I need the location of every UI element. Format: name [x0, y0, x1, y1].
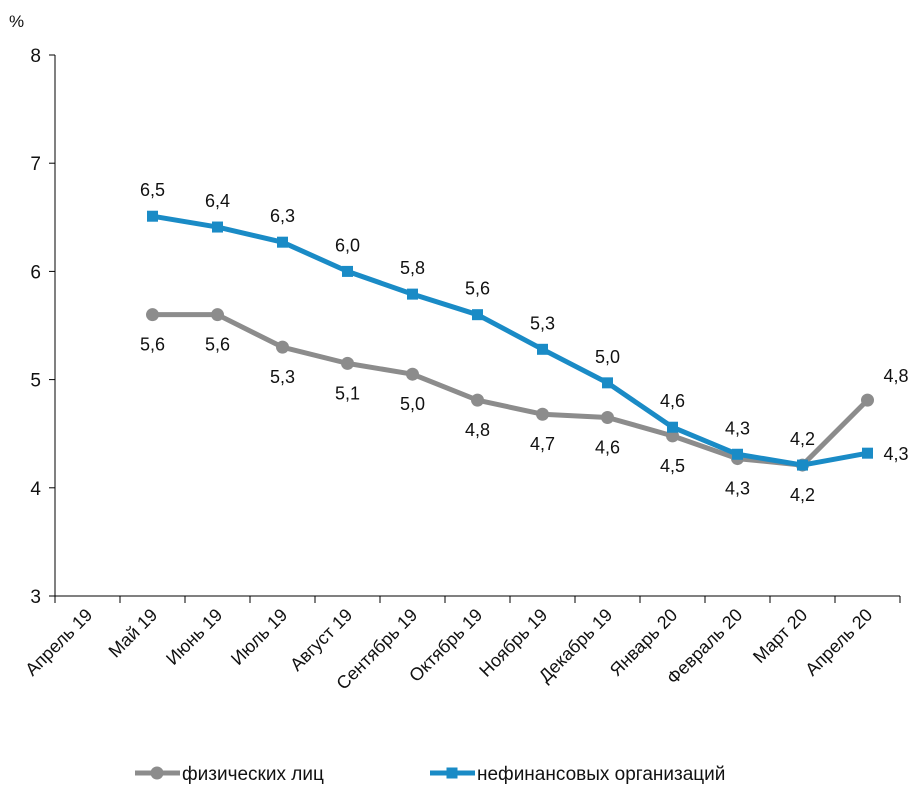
legend-marker	[446, 767, 458, 779]
data-label: 5,6	[205, 335, 230, 355]
data-label: 5,6	[465, 279, 490, 299]
x-tick-label: Апрель 19	[21, 605, 96, 680]
legend-label: физических лиц	[182, 764, 324, 785]
data-point	[537, 343, 548, 355]
legend-item-2: нефинансовых организаций	[430, 764, 725, 785]
data-point	[536, 407, 549, 421]
x-tick-label: Март 20	[749, 605, 811, 667]
data-label: 6,5	[140, 180, 165, 200]
data-point	[277, 236, 288, 248]
data-point	[667, 421, 678, 433]
y-tick-label: 5	[30, 371, 41, 392]
data-label: 5,1	[335, 383, 360, 403]
data-label: 4,3	[884, 444, 909, 464]
y-tick-label: 8	[30, 46, 41, 67]
data-label: 4,8	[884, 366, 909, 386]
data-label: 6,3	[270, 206, 295, 226]
x-tick-label: Апрель 20	[801, 605, 876, 680]
data-point	[406, 367, 419, 381]
series-2	[147, 210, 873, 471]
data-point	[861, 393, 874, 407]
data-label: 5,0	[400, 394, 425, 414]
legend-marker	[150, 766, 164, 780]
data-labels-layer: 5,6 5,6 5,3 5,1 5,0 4,8 4,7 4,6 4,5 4,3 4,2 4,8 6,5 6…	[140, 180, 909, 505]
data-label: 5,6	[140, 335, 165, 355]
data-label: 5,0	[595, 347, 620, 367]
data-label: 4,5	[660, 456, 685, 476]
data-point	[601, 410, 614, 424]
data-point	[341, 356, 354, 370]
x-tick-label: Август 19	[286, 605, 356, 675]
x-tick-label: Июнь 19	[162, 605, 226, 669]
y-tick-label: 4	[30, 479, 41, 500]
data-point	[407, 288, 418, 300]
data-label: 4,3	[725, 479, 750, 499]
data-label: 4,7	[530, 434, 555, 454]
data-label: 6,0	[335, 235, 360, 255]
data-label: 5,8	[400, 258, 425, 278]
data-point	[862, 447, 873, 459]
legend-label: нефинансовых организаций	[477, 764, 725, 785]
data-point	[147, 210, 158, 222]
y-axis-unit-label: %	[9, 12, 24, 31]
series-line	[150, 312, 870, 468]
data-label: 5,3	[270, 367, 295, 387]
data-point	[797, 459, 808, 471]
data-label: 6,4	[205, 191, 230, 211]
y-tick-label: 6	[30, 262, 41, 283]
x-tick-label: Июль 19	[227, 605, 291, 669]
x-tick-label: Май 19	[105, 605, 162, 662]
data-label: 4,2	[790, 485, 815, 505]
data-point	[212, 221, 223, 233]
data-point	[146, 308, 159, 322]
legend-item-1: физических лиц	[135, 764, 324, 785]
legend: физических лиц нефинансовых организаций	[135, 764, 725, 785]
data-label: 4,3	[725, 418, 750, 438]
data-label: 4,8	[465, 420, 490, 440]
data-point	[471, 393, 484, 407]
y-tick-label: 7	[30, 154, 41, 175]
data-point	[472, 309, 483, 321]
series-layer	[146, 210, 874, 472]
data-point	[276, 340, 289, 354]
data-label: 5,3	[530, 313, 555, 333]
y-tick-label: 3	[30, 587, 41, 608]
data-label: 4,6	[595, 437, 620, 457]
data-label: 4,6	[660, 391, 685, 411]
data-point	[211, 308, 224, 322]
data-point	[342, 265, 353, 277]
data-point	[732, 448, 743, 460]
data-label: 4,2	[790, 429, 815, 449]
series-line	[150, 213, 870, 468]
data-point	[602, 377, 613, 389]
